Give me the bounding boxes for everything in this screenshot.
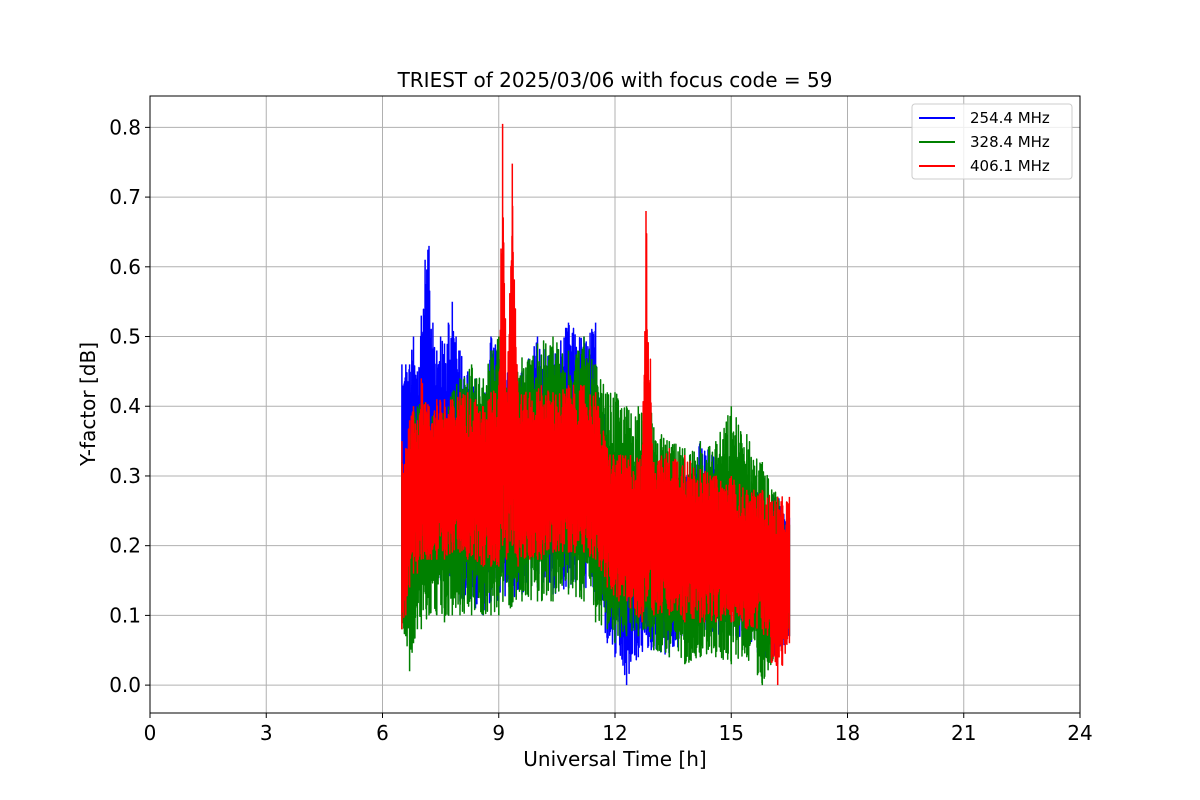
legend: 254.4 MHz 328.4 MHz 406.1 MHz bbox=[911, 103, 1073, 180]
y-tick-label: 0.6 bbox=[109, 255, 141, 279]
y-tick-label: 0.8 bbox=[109, 115, 141, 139]
y-axis: 0.0 0.1 0.2 0.3 0.4 0.5 0.6 0.7 0.8 bbox=[109, 115, 150, 697]
chart-title: TRIEST of 2025/03/06 with focus code = 5… bbox=[397, 68, 833, 92]
x-tick-label: 18 bbox=[835, 721, 860, 745]
y-tick-label: 0.1 bbox=[109, 603, 141, 627]
x-tick-label: 24 bbox=[1067, 721, 1092, 745]
legend-label: 254.4 MHz bbox=[970, 109, 1050, 127]
y-tick-label: 0.5 bbox=[109, 325, 141, 349]
x-tick-label: 21 bbox=[951, 721, 976, 745]
x-tick-label: 0 bbox=[144, 721, 157, 745]
x-tick-label: 15 bbox=[719, 721, 744, 745]
y-tick-label: 0.3 bbox=[109, 464, 141, 488]
x-tick-label: 6 bbox=[376, 721, 389, 745]
series-line-3 bbox=[401, 123, 791, 686]
x-axis-label: Universal Time [h] bbox=[523, 747, 706, 771]
legend-label: 406.1 MHz bbox=[970, 157, 1050, 175]
y-tick-label: 0.7 bbox=[109, 185, 141, 209]
series-layer bbox=[401, 123, 791, 686]
y-tick-label: 0.4 bbox=[109, 394, 141, 418]
x-axis: 0 3 6 9 12 15 18 21 24 bbox=[144, 713, 1093, 745]
y-axis-label: Y-factor [dB] bbox=[76, 342, 100, 467]
legend-box bbox=[911, 103, 1073, 180]
x-tick-label: 9 bbox=[492, 721, 505, 745]
y-tick-label: 0.0 bbox=[109, 673, 141, 697]
x-tick-label: 12 bbox=[602, 721, 627, 745]
legend-label: 328.4 MHz bbox=[970, 133, 1050, 151]
x-tick-label: 3 bbox=[260, 721, 273, 745]
y-tick-label: 0.2 bbox=[109, 534, 141, 558]
